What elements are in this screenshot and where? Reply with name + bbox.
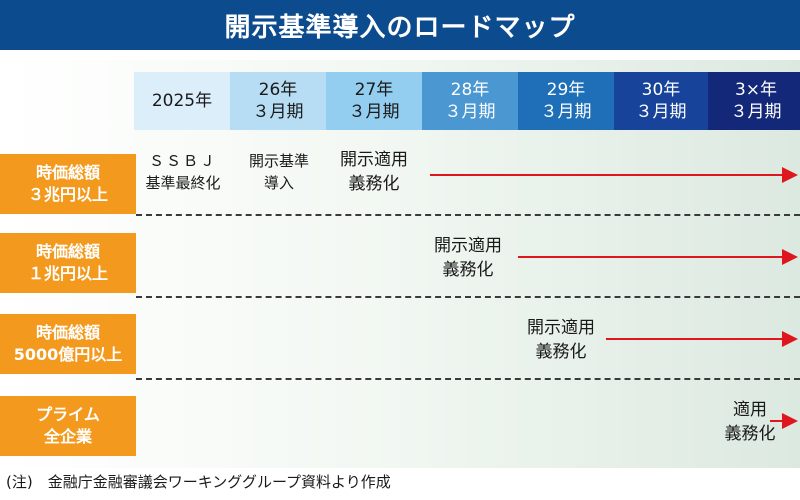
title-bar: 開示基準導入のロードマップ: [0, 0, 800, 50]
mandate-arrow-row4: [770, 413, 798, 429]
row-divider: [136, 378, 800, 380]
ssbj-line1: ＳＳＢＪ: [148, 152, 217, 170]
timeline-cell-28: 28年 ３月期: [422, 72, 518, 130]
mandate-text-row4: 適用 義務化: [710, 398, 790, 446]
timeline-header: 2025年 26年 ３月期 27年 ３月期 28年 ３月期 29年 ３月期 30…: [134, 72, 800, 130]
mandate-line1: 開示適用: [434, 236, 502, 256]
timeline-cell-line1: 2025年: [151, 91, 213, 111]
row-label-line1: 時価総額: [35, 163, 100, 182]
mandate-line1: 適用: [733, 400, 767, 420]
row-label-line2: 5000億円以上: [13, 345, 123, 364]
mandate-arrow-row2: [518, 249, 798, 265]
timeline-cell-line2: ３月期: [348, 102, 400, 122]
row-label-500-billion: 時価総額 5000億円以上: [0, 314, 136, 374]
timeline-cell-3x: 3×年 ３月期: [708, 72, 800, 130]
row-label-line1: プライム: [36, 405, 100, 424]
timeline-cell-line2: ３月期: [444, 102, 496, 122]
timeline-cell-2025: 2025年: [134, 72, 230, 130]
page-title: 開示基準導入のロードマップ: [224, 12, 576, 43]
row-label-prime: プライム 全企業: [0, 396, 136, 456]
mandate-line1: 開示適用: [527, 318, 595, 338]
row-divider: [136, 214, 800, 216]
intro-line1: 開示基準: [248, 152, 309, 170]
row-label-3-trillion: 時価総額 ３兆円以上: [0, 154, 136, 214]
timeline-cell-line1: 30年: [641, 80, 681, 100]
mandate-line2: 義務化: [724, 424, 776, 444]
intro-line2: 導入: [263, 174, 294, 192]
timeline-cell-line2: ３月期: [540, 102, 592, 122]
timeline-cell-line1: 27年: [354, 80, 394, 100]
row-label-line1: 時価総額: [35, 242, 100, 261]
ssbj-line2: 基準最終化: [145, 174, 221, 192]
mandate-text-row1: 開示適用 義務化: [326, 148, 422, 196]
mandate-line2: 義務化: [442, 260, 494, 280]
timeline-cell-29: 29年 ３月期: [518, 72, 614, 130]
mandate-line2: 義務化: [535, 342, 587, 362]
row-label-line2: １兆円以上: [27, 264, 108, 283]
mandate-line2: 義務化: [348, 174, 400, 194]
ssbj-finalization-text: ＳＳＢＪ 基準最終化: [136, 150, 230, 194]
timeline-cell-line2: ３月期: [252, 102, 304, 122]
mandate-arrow-row1: [430, 167, 798, 183]
title-rule: [0, 50, 800, 60]
timeline-cell-line1: 29年: [546, 80, 586, 100]
timeline-cell-30: 30年 ３月期: [614, 72, 708, 130]
mandate-line1: 開示適用: [340, 150, 408, 170]
row-label-line2: ３兆円以上: [27, 185, 108, 204]
row-label-line2: 全企業: [43, 427, 92, 446]
timeline-cell-line1: 3×年: [734, 80, 778, 100]
timeline-cell-line2: ３月期: [730, 102, 782, 122]
mandate-text-row2: 開示適用 義務化: [420, 234, 516, 282]
timeline-cell-27: 27年 ３月期: [326, 72, 422, 130]
timeline-cell-line1: 28年: [450, 80, 490, 100]
timeline-cell-26: 26年 ３月期: [230, 72, 326, 130]
timeline-cell-line1: 26年: [258, 80, 298, 100]
mandate-text-row3: 開示適用 義務化: [512, 316, 610, 364]
row-label-line1: 時価総額: [35, 323, 100, 342]
mandate-arrow-row3: [606, 331, 798, 347]
standard-introduction-text: 開示基準 導入: [232, 150, 326, 194]
row-divider: [136, 296, 800, 298]
row-label-1-trillion: 時価総額 １兆円以上: [0, 233, 136, 293]
source-footnote: (注) 金融庁金融審議会ワーキンググループ資料より作成: [6, 473, 391, 491]
timeline-cell-line2: ３月期: [635, 102, 687, 122]
